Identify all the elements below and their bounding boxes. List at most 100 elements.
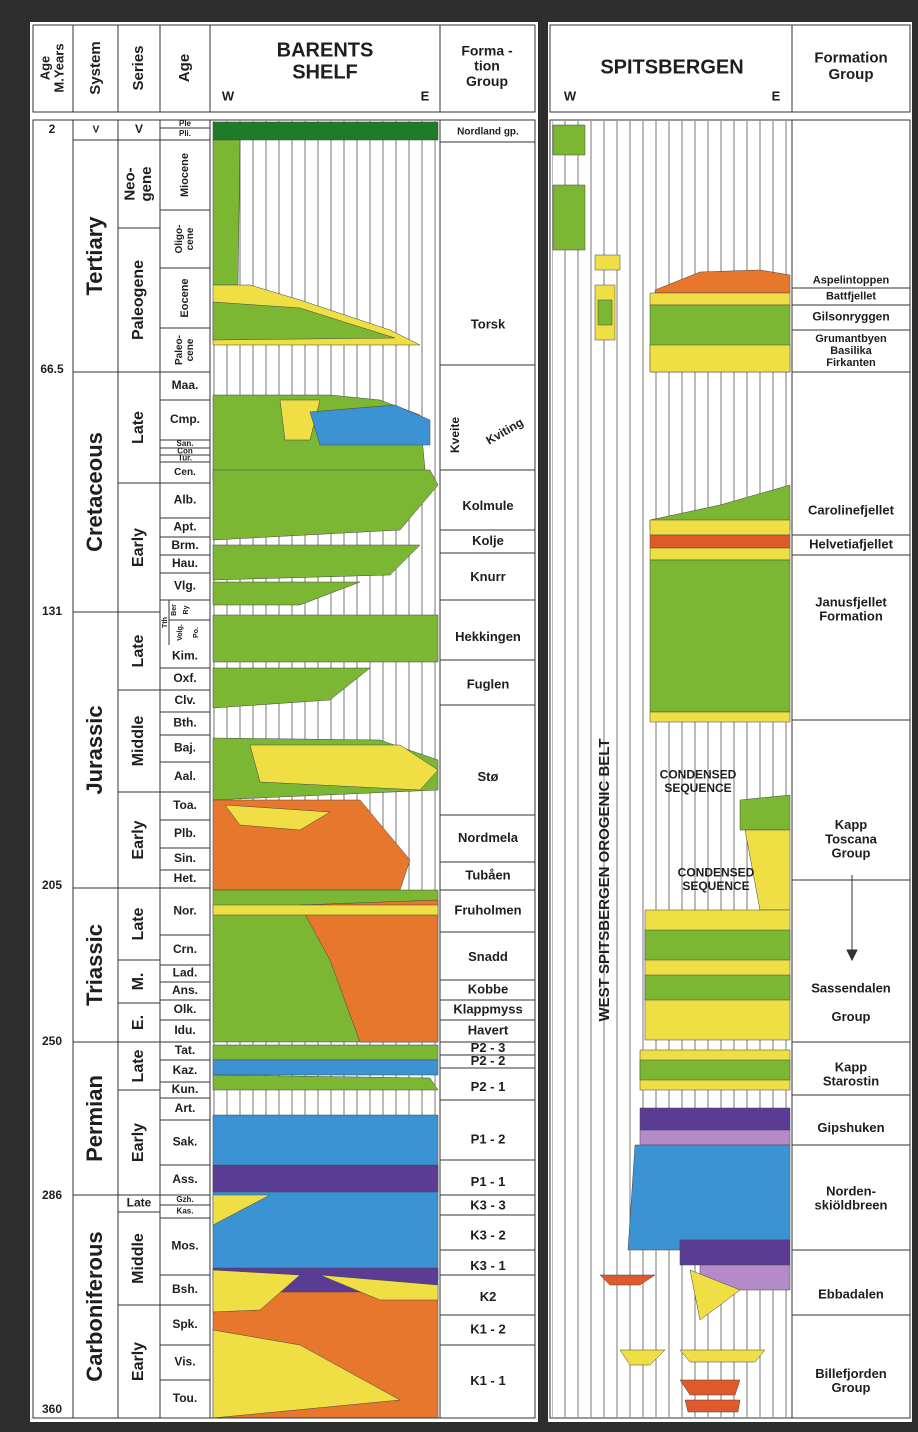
lithology	[628, 1145, 790, 1250]
stage-label: Art.	[175, 1101, 196, 1115]
age-label: 250	[42, 1034, 62, 1048]
formation-label: Ebbadalen	[818, 1286, 884, 1301]
formation-label: Havert	[468, 1022, 509, 1037]
lithology	[740, 795, 790, 830]
lithology	[213, 1165, 438, 1192]
stage-label: Gzh.	[176, 1195, 193, 1204]
stage-label: Miocene	[179, 153, 191, 197]
stage-label: Ass.	[172, 1172, 197, 1186]
belt-label: WEST SPITSBERGEN OROGENIC BELT	[596, 738, 613, 1021]
lithology	[650, 548, 790, 560]
stage-label: Alb.	[174, 493, 197, 507]
system-label: V	[93, 125, 100, 136]
stage-label: Ry	[183, 605, 190, 614]
stage-label: Kim.	[172, 649, 198, 663]
stage-label: Oligo-	[174, 225, 185, 254]
stage-label: Vis.	[174, 1355, 195, 1369]
stage-label: Kun.	[172, 1082, 199, 1096]
stage-label: Paleo-	[174, 335, 185, 365]
header-formation-group: Group	[829, 66, 874, 83]
age-label: 66.5	[40, 362, 64, 376]
condensed-label: CONDENSED	[660, 768, 737, 782]
stage-label: Baj.	[174, 741, 196, 755]
age-label: 131	[42, 604, 62, 618]
stage-label: Sin.	[174, 851, 196, 865]
formation-label: P2 - 1	[471, 1079, 506, 1094]
formation-label: Aspelintoppen	[813, 274, 890, 286]
lithology	[680, 1380, 740, 1395]
formation-label: Formation	[819, 609, 883, 624]
stage-label: Cen.	[174, 467, 196, 478]
series-label: M.	[130, 973, 147, 991]
header-formation-group: Forma -	[461, 42, 513, 58]
stage-label: Clv.	[174, 693, 195, 707]
stage-label: Hau.	[172, 556, 198, 570]
header-w: W	[222, 88, 235, 103]
lithology	[650, 560, 790, 712]
formation-label: P2 - 2	[471, 1053, 506, 1068]
formation-label: Toscana	[825, 831, 878, 846]
formation-label: Firkanten	[826, 357, 876, 369]
stage-label: Tou.	[173, 1391, 197, 1405]
stage-label: Het.	[174, 871, 197, 885]
stage-label: Volg.	[177, 624, 184, 641]
formation-label: Stø	[478, 769, 499, 784]
header-age: Age	[176, 54, 193, 82]
lithology	[640, 1130, 790, 1145]
formation-label: Group	[832, 1009, 871, 1024]
series-label: Paleogene	[130, 260, 147, 340]
formation-label: Kveite	[448, 417, 462, 453]
series-label: Middle	[130, 1233, 147, 1284]
lithology	[553, 185, 585, 250]
lithology	[645, 975, 790, 1000]
formation-label: K1 - 2	[470, 1321, 505, 1336]
formation-label: Gilsonryggen	[812, 310, 889, 324]
lithology	[213, 905, 438, 915]
stage-label: Pli.	[179, 129, 191, 138]
formation-label: Janusfjellet	[815, 594, 887, 609]
stratigraphic-chart: AgeM.YearsSystemSeriesAgeBARENTSSHELFWEF…	[0, 0, 918, 1432]
stage-label: Oxf.	[173, 671, 196, 685]
series-label: V	[135, 122, 143, 136]
lithology	[595, 255, 620, 270]
formation-label: Kolje	[472, 533, 504, 548]
formation-label: Nordmela	[458, 830, 519, 845]
formation-label: Hekkingen	[455, 629, 521, 644]
formation-label: Torsk	[471, 316, 506, 331]
formation-label: K3 - 2	[470, 1227, 505, 1242]
series-label: Early	[130, 820, 147, 859]
stage-label: Crn.	[173, 942, 197, 956]
stage-label: Bsh.	[172, 1282, 198, 1296]
header-e: E	[772, 88, 781, 103]
system-label: Permian	[82, 1075, 107, 1162]
formation-label: Helvetiafjellet	[809, 536, 893, 551]
series-label: gene	[138, 166, 155, 201]
stage-label: Aal.	[174, 769, 196, 783]
stage-label: cene	[185, 338, 196, 361]
stage-label: Cmp.	[170, 412, 200, 426]
formation-label: skiöldbreen	[815, 1198, 888, 1213]
formation-label: Grumantbyen	[815, 333, 887, 345]
header-spitsbergen: SPITSBERGEN	[600, 56, 743, 78]
lithology	[213, 615, 438, 662]
series-label: Early	[130, 528, 147, 567]
stage-label: Kas.	[177, 1207, 194, 1216]
formation-label: Tubåen	[465, 867, 510, 882]
condensed-label: CONDENSED	[678, 866, 755, 880]
formation-label: P1 - 2	[471, 1131, 506, 1146]
stage-label: Nor.	[173, 904, 196, 918]
series-label: E.	[130, 1015, 147, 1030]
formation-label: P1 - 1	[471, 1174, 506, 1189]
lithology	[213, 1045, 438, 1060]
lithology	[645, 930, 790, 960]
formation-label: Gipshuken	[817, 1120, 884, 1135]
system-label: Triassic	[82, 924, 107, 1006]
header-formation-group: Group	[466, 73, 508, 89]
formation-label: K2	[480, 1289, 497, 1304]
lithology	[213, 545, 420, 580]
stage-label: Ans.	[172, 983, 198, 997]
lithology	[640, 1108, 790, 1130]
lithology	[685, 1400, 740, 1412]
formation-label: Knurr	[470, 569, 505, 584]
header-e: E	[421, 88, 430, 103]
